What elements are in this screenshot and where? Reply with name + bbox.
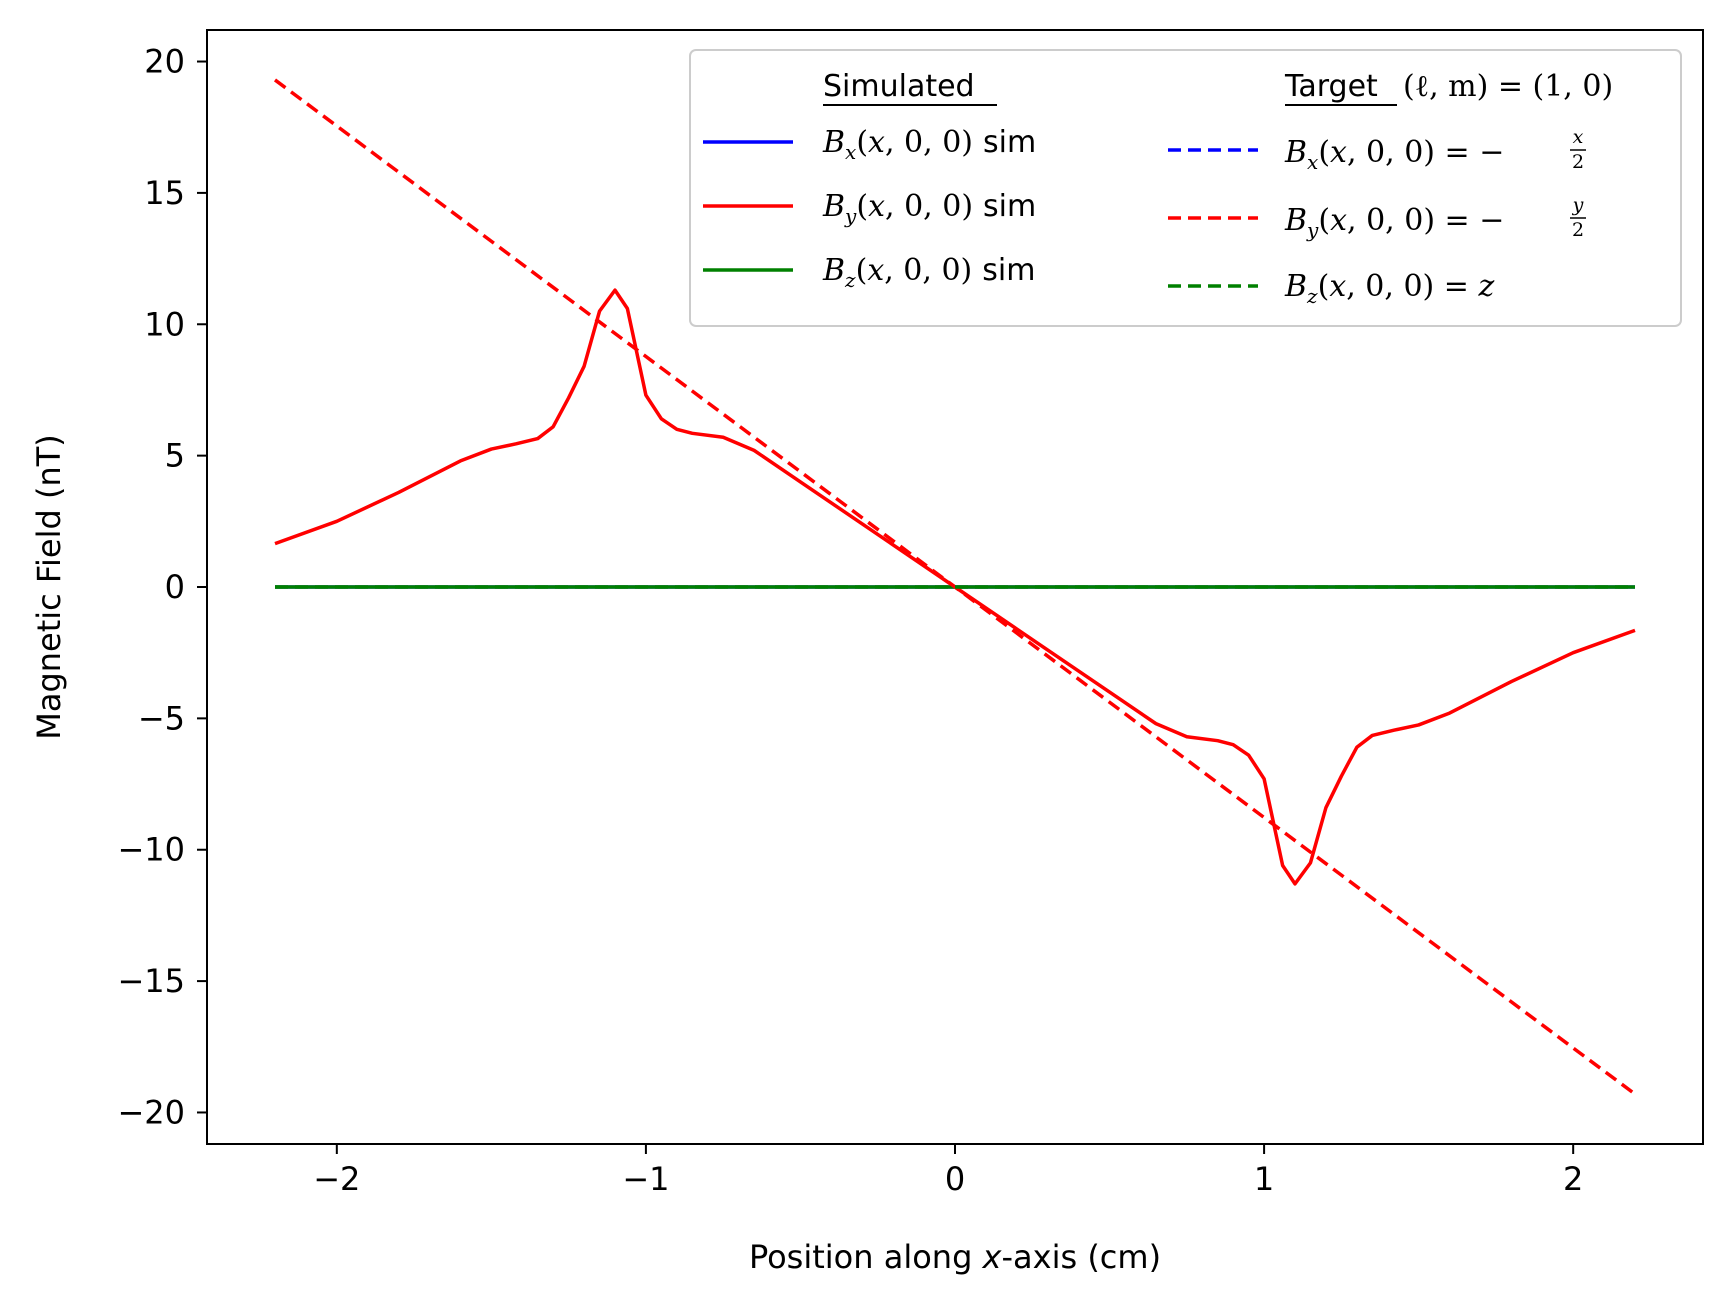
- legend-frac-by-num: y: [1572, 194, 1584, 216]
- y-tick-label: 0: [165, 568, 185, 606]
- legend-label-bz-target: Bz(x, 0, 0) = z: [1284, 269, 1494, 308]
- x-tick-label: 1: [1254, 1160, 1274, 1198]
- legend-frac-by-den: 2: [1572, 219, 1584, 241]
- x-tick-label: 0: [945, 1160, 965, 1198]
- y-tick-label: −5: [138, 699, 185, 737]
- legend-label-by-target: By(x, 0, 0) = −: [1284, 203, 1504, 242]
- x-tick-label: 2: [1563, 1160, 1583, 1198]
- legend-label-bx-sim: Bx(x, 0, 0) sim: [822, 125, 1036, 164]
- y-tick-label: −20: [117, 1093, 185, 1131]
- x-tick-label: −2: [313, 1160, 360, 1198]
- legend-box: [689, 49, 1682, 327]
- y-tick-label: 15: [144, 174, 185, 212]
- legend-label-by-sim: By(x, 0, 0) sim: [822, 189, 1036, 228]
- legend-header-target: Target: [1284, 69, 1378, 104]
- y-tick-label: 5: [165, 437, 185, 475]
- legend: Simulated Target (ℓ, m) = (1, 0) Bx(x, 0…: [689, 49, 1682, 327]
- legend-label-bz-sim: Bz(x, 0, 0) sim: [822, 253, 1035, 292]
- legend-label-bx-target: Bx(x, 0, 0) = −: [1284, 135, 1504, 174]
- y-tick-label: −10: [117, 831, 185, 869]
- x-tick-label: −1: [622, 1160, 669, 1198]
- legend-frac-bx-num: x: [1573, 126, 1584, 148]
- x-axis-title: Position along x-axis (cm): [749, 1238, 1161, 1276]
- x-axis-title-var: x: [982, 1238, 1003, 1276]
- y-tick-label: 20: [144, 43, 185, 81]
- series-layer: [273, 78, 1637, 1096]
- y-tick-label: −15: [117, 962, 185, 1000]
- x-axis-title-prefix: Position along: [749, 1238, 983, 1276]
- y-tick-label: 10: [144, 305, 185, 343]
- legend-header-simulated: Simulated: [823, 69, 975, 104]
- legend-header-target-math: (ℓ, m) = (1, 0): [1403, 69, 1613, 104]
- legend-frac-bx-den: 2: [1572, 151, 1584, 173]
- y-axis-title: Magnetic Field (nT): [30, 434, 68, 740]
- x-axis-title-suffix: -axis (cm): [1001, 1238, 1161, 1276]
